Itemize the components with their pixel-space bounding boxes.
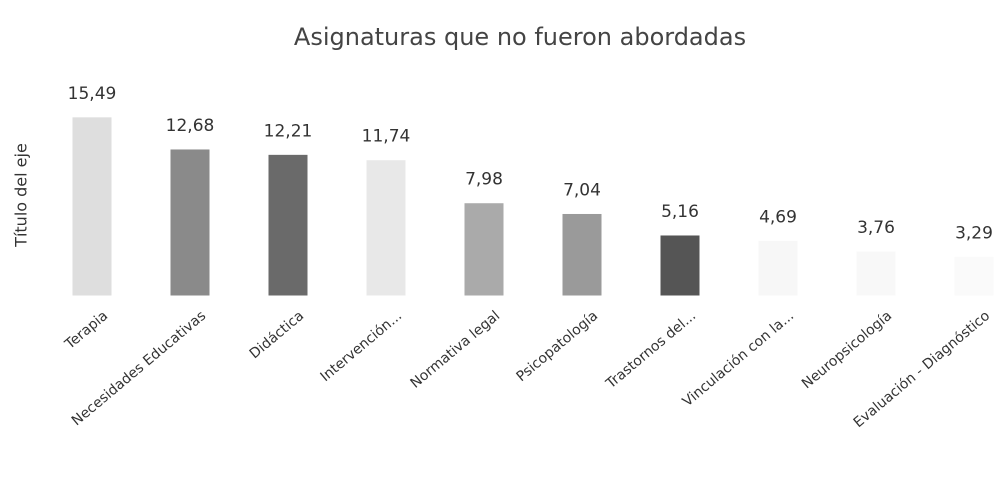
- bar: [562, 213, 602, 296]
- data-label: 4,69: [759, 207, 797, 227]
- bar: [464, 203, 504, 296]
- data-label: 7,98: [465, 170, 503, 190]
- x-tick-label: Intervención...: [317, 308, 405, 385]
- y-axis-title: Título del eje: [12, 143, 31, 248]
- x-tick-label: Vinculación con la...: [680, 308, 797, 410]
- data-label: 5,16: [661, 202, 699, 222]
- data-label: 15,49: [68, 84, 117, 104]
- bar: [954, 256, 994, 296]
- x-tick-label: Didáctica: [247, 308, 307, 362]
- x-tick-label: Terapia: [61, 308, 111, 353]
- x-tick-label: Normativa legal: [408, 308, 504, 392]
- x-tick-label: Neuropsicología: [799, 308, 895, 392]
- bar: [268, 154, 308, 296]
- bar: [72, 117, 112, 296]
- data-label: 12,68: [166, 116, 215, 136]
- bar: [856, 251, 896, 296]
- bar: [660, 235, 700, 296]
- data-label: 11,74: [362, 127, 411, 147]
- data-label: 12,21: [264, 121, 313, 141]
- x-tick-label: Psicopatología: [513, 308, 601, 385]
- data-label: 3,76: [857, 218, 895, 238]
- x-tick-label: Trastornos del...: [603, 308, 700, 393]
- bar: [170, 149, 210, 296]
- data-label: 3,29: [955, 223, 993, 243]
- data-label: 7,04: [563, 180, 601, 200]
- bar: [366, 160, 406, 296]
- chart-title: Asignaturas que no fueron abordadas: [294, 23, 746, 51]
- bar: [758, 240, 798, 296]
